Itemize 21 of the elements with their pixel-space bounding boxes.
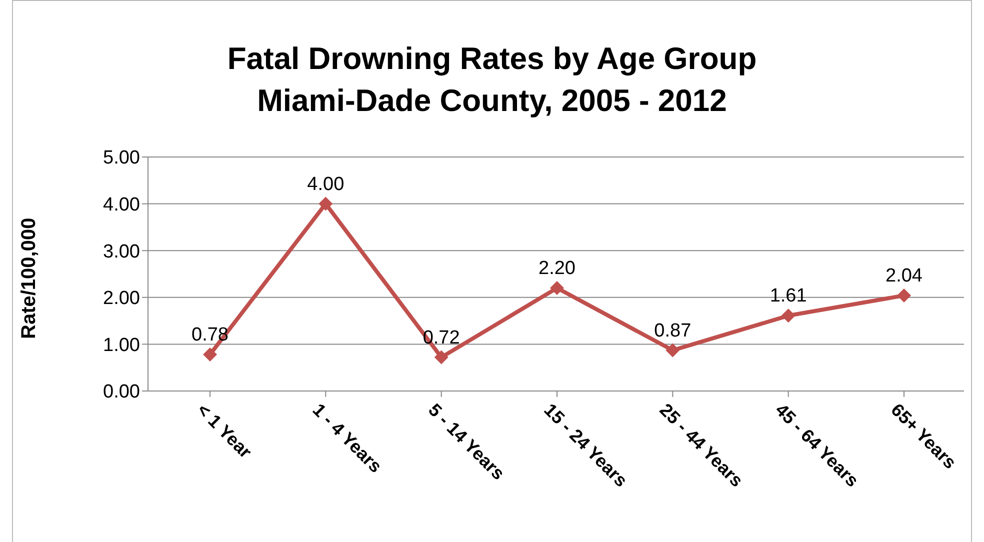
y-tick-label: 1.00: [103, 334, 140, 356]
y-tick-label: 3.00: [103, 241, 140, 262]
data-label: 1.61: [770, 286, 807, 307]
point: [781, 308, 796, 323]
data-label: 2.04: [886, 266, 923, 287]
data-label: 2.20: [538, 258, 576, 280]
point: [666, 343, 680, 358]
point: [897, 288, 911, 303]
point: [550, 281, 564, 296]
y-tick-label: 4.00: [103, 194, 140, 216]
point: [203, 347, 217, 362]
y-tick-label: 5.00: [103, 148, 140, 169]
point: [434, 350, 448, 364]
point: [318, 196, 333, 211]
chart-title: Fatal Drowning Rates by Age Group: [226, 40, 758, 78]
y-axis-title: Rate/100,000: [18, 218, 40, 339]
data-label: 0.87: [654, 320, 692, 342]
y-tick-label: 0.00: [103, 382, 140, 403]
data-label: 4.00: [307, 174, 344, 195]
chart-subtitle: Miami-Dade County, 2005 - 2012: [256, 82, 728, 120]
y-tick-label: 2.00: [103, 288, 140, 310]
